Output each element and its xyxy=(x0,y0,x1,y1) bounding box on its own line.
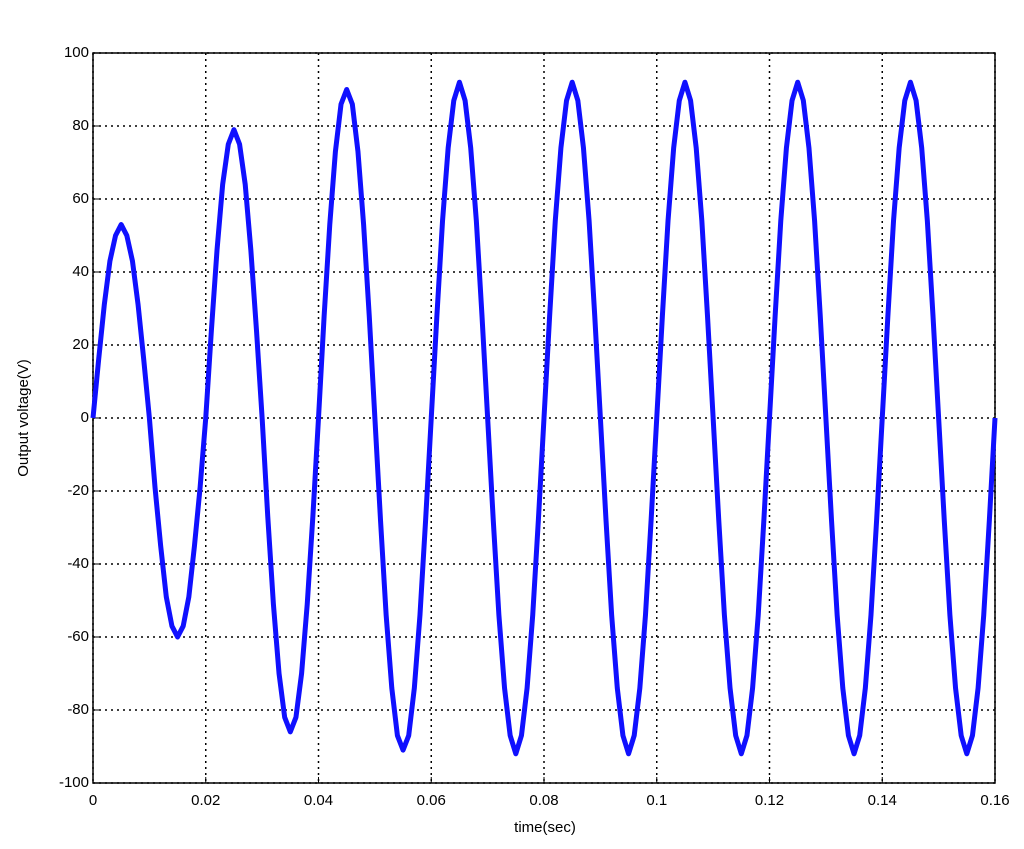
x-axis-label: time(sec) xyxy=(514,819,576,836)
x-tick-label: 0.06 xyxy=(417,792,446,809)
x-tick-label: 0.02 xyxy=(191,792,220,809)
x-tick-label: 0.04 xyxy=(304,792,333,809)
y-tick-label: 100 xyxy=(64,44,89,61)
y-tick-label: -100 xyxy=(59,774,89,791)
y-tick-label: 20 xyxy=(72,336,89,353)
x-tick-label: 0.16 xyxy=(980,792,1009,809)
x-tick-label: 0.1 xyxy=(646,792,667,809)
y-tick-label: 60 xyxy=(72,190,89,207)
x-tick-label: 0.12 xyxy=(755,792,784,809)
line-series xyxy=(90,79,998,757)
y-axis-label: Output voltage(V) xyxy=(15,359,32,477)
y-tick-label: -20 xyxy=(67,482,89,499)
y-tick-label: -40 xyxy=(67,555,89,572)
x-tick-label: 0.08 xyxy=(529,792,558,809)
x-tick-label: 0 xyxy=(89,792,97,809)
y-tick-label: -60 xyxy=(67,628,89,645)
x-tick-label: 0.14 xyxy=(868,792,897,809)
y-tick-label: 40 xyxy=(72,263,89,280)
y-tick-label: 0 xyxy=(81,409,89,426)
y-tick-label: 80 xyxy=(72,117,89,134)
y-tick-label: -80 xyxy=(67,701,89,718)
